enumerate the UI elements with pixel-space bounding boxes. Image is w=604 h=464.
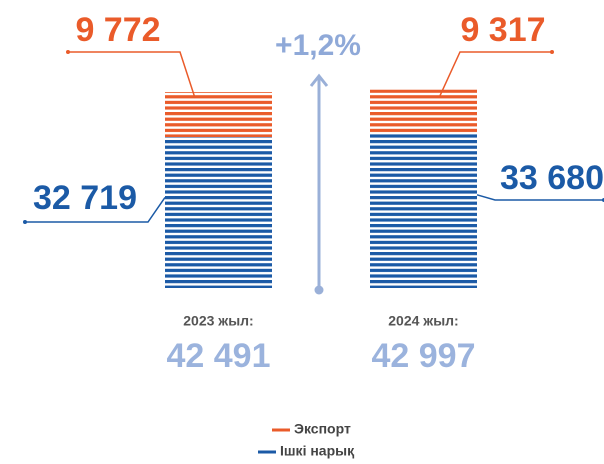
category-label: 2023 жыл: (183, 313, 253, 329)
bar-segment (370, 132, 477, 288)
callout-line (25, 197, 166, 223)
bar-segment (165, 92, 272, 138)
value-label: 9 317 (460, 11, 545, 49)
value-label: 32 719 (33, 179, 137, 217)
growth-arrow-head (309, 73, 329, 87)
growth-arrow-dot (314, 285, 324, 295)
bar-segment (370, 89, 477, 133)
total-label: 42 997 (372, 337, 476, 375)
total-label: 42 491 (167, 337, 271, 375)
growth-annotation: +1,2% (275, 29, 361, 62)
callout-line (476, 194, 604, 201)
legend-label: Ішкі нарық (280, 443, 354, 459)
callout-line (439, 51, 552, 96)
legend-label: Экспорт (294, 421, 351, 437)
value-label: 33 680 (500, 159, 604, 197)
callout-dot (66, 50, 70, 54)
value-label: 9 772 (75, 11, 160, 49)
callout-dot (23, 220, 27, 224)
category-label: 2024 жыл: (388, 313, 458, 329)
bar-segment (165, 137, 272, 288)
callout-line (68, 51, 196, 99)
callout-dot (550, 50, 554, 54)
